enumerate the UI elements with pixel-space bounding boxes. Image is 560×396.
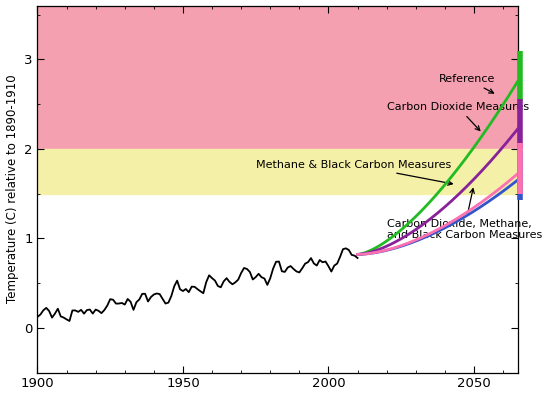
Y-axis label: Temperature (C) relative to 1890-1910: Temperature (C) relative to 1890-1910: [6, 75, 18, 303]
Bar: [38, 149, 517, 194]
Text: Carbon Dioxide Measures: Carbon Dioxide Measures: [386, 102, 529, 131]
Text: Methane & Black Carbon Measures: Methane & Black Carbon Measures: [256, 160, 452, 185]
Text: Carbon Dioxide, Methane,
and Black Carbon Measures: Carbon Dioxide, Methane, and Black Carbo…: [386, 188, 542, 240]
Bar: [38, 6, 517, 149]
Text: Reference: Reference: [439, 74, 496, 93]
